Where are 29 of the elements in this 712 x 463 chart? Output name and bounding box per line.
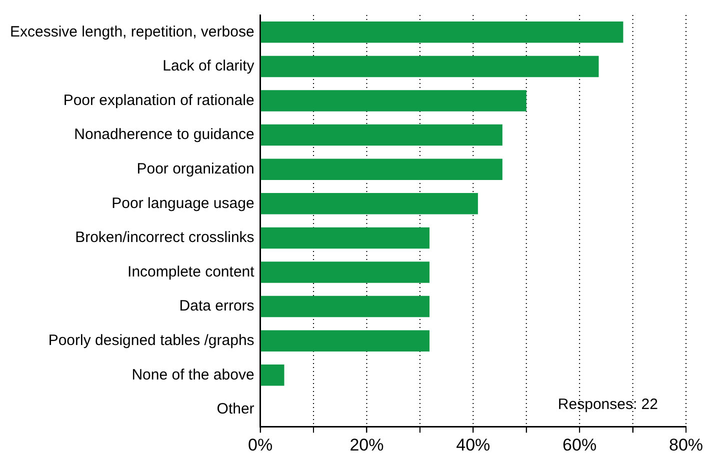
bar [260,90,526,112]
y-tick-label: Broken/incorrect crosslinks [75,229,254,246]
y-tick-label: Excessive length, repetition, verbose [10,23,254,40]
y-tick-label: Nonadherence to guidance [74,126,254,144]
y-tick-label: Data errors [179,298,254,315]
x-tick-label: 60% [562,435,597,454]
bar [260,56,599,78]
y-tick-label: Poor organization [136,160,254,178]
bar [260,227,430,249]
bar [260,158,502,180]
annotation: Responses: 22 [558,396,658,414]
x-tick-label: 20% [350,435,384,454]
y-tick-label: Poorly designed tables /graphs [48,332,254,349]
bar [260,193,478,214]
y-tick-label: Lack of clarity [162,58,255,75]
bar [260,296,430,318]
y-tick-label: Poor explanation of rationale [63,92,254,109]
bar [260,262,430,283]
bar [260,22,624,43]
x-tick-label: 80% [668,435,704,454]
bar [260,364,284,386]
x-tick-label: 0% [248,435,273,454]
x-tick-label: 40% [456,435,490,454]
y-tick-label: Incomplete content [128,263,256,280]
y-tick-label: Poor language usage [112,194,254,212]
y-tick-label: Other [216,400,254,418]
y-tick-label: None of the above [132,366,254,384]
bar [260,124,502,146]
bar [260,330,430,352]
